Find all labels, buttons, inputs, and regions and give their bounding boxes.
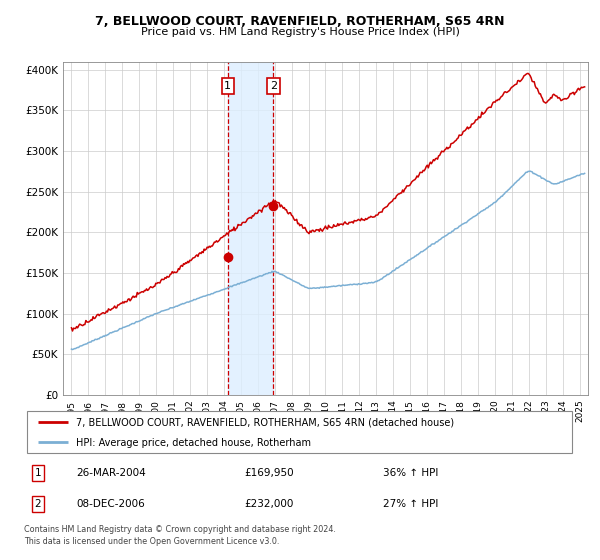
Text: £232,000: £232,000 — [245, 500, 294, 510]
Text: HPI: Average price, detached house, Rotherham: HPI: Average price, detached house, Roth… — [76, 438, 311, 448]
Text: Price paid vs. HM Land Registry's House Price Index (HPI): Price paid vs. HM Land Registry's House … — [140, 27, 460, 38]
Text: £169,950: £169,950 — [245, 468, 295, 478]
Text: 2: 2 — [34, 500, 41, 510]
Text: 1: 1 — [224, 81, 231, 91]
Bar — [228, 62, 274, 395]
Text: 1: 1 — [34, 468, 41, 478]
Text: 36% ↑ HPI: 36% ↑ HPI — [383, 468, 438, 478]
Text: 08-DEC-2006: 08-DEC-2006 — [76, 500, 145, 510]
Text: 27% ↑ HPI: 27% ↑ HPI — [383, 500, 438, 510]
Text: 26-MAR-2004: 26-MAR-2004 — [76, 468, 146, 478]
FancyBboxPatch shape — [27, 410, 572, 453]
Text: 2: 2 — [270, 81, 277, 91]
Text: 7, BELLWOOD COURT, RAVENFIELD, ROTHERHAM, S65 4RN (detached house): 7, BELLWOOD COURT, RAVENFIELD, ROTHERHAM… — [76, 418, 455, 428]
Text: 7, BELLWOOD COURT, RAVENFIELD, ROTHERHAM, S65 4RN: 7, BELLWOOD COURT, RAVENFIELD, ROTHERHAM… — [95, 15, 505, 28]
Text: Contains HM Land Registry data © Crown copyright and database right 2024.
This d: Contains HM Land Registry data © Crown c… — [24, 525, 336, 546]
